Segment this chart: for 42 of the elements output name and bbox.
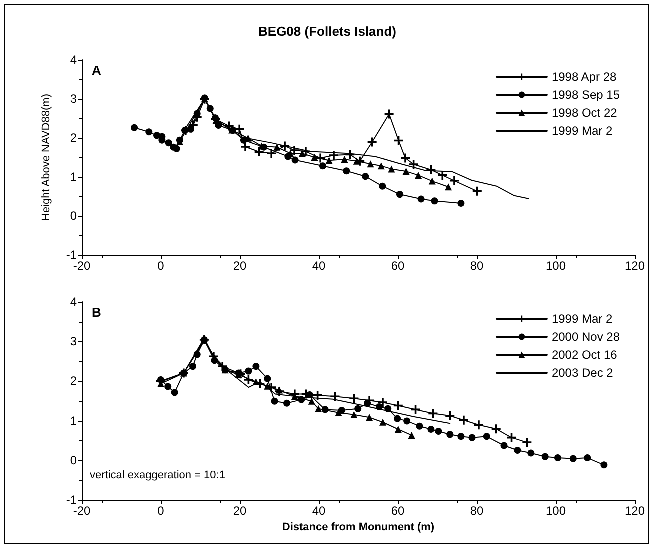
x-tick-label: 40 — [312, 259, 326, 273]
annotation: B — [92, 305, 102, 320]
y-tick-label: 0 — [70, 209, 78, 223]
legend-label: 2003 Dec 2 — [552, 366, 614, 380]
y-tick-label: 3 — [70, 334, 78, 349]
legend-label: 2000 Nov 28 — [552, 330, 620, 344]
y-tick-label: 0 — [70, 453, 78, 468]
x-tick-label: 60 — [391, 259, 405, 273]
x-tick-label: 100 — [546, 504, 566, 518]
x-tick-label: 20 — [233, 259, 247, 273]
x-tick-label: 40 — [312, 504, 326, 518]
x-tick-label: 60 — [391, 504, 405, 518]
legend-label: 1999 Mar 2 — [552, 312, 613, 326]
x-tick-label: 80 — [470, 504, 484, 518]
y-tick-label: -1 — [66, 248, 78, 262]
y-tick-label: 2 — [70, 374, 78, 388]
legend-label: 1998 Apr 28 — [552, 70, 617, 84]
x-tick-label: 120 — [624, 259, 646, 273]
legend-label: 1998 Sep 15 — [552, 88, 620, 102]
x-tick-label: 100 — [546, 259, 566, 273]
y-tick-label: 2 — [70, 131, 78, 145]
legend-label: 1999 Mar 2 — [552, 124, 613, 138]
chart-title: BEG08 (Follets Island) — [258, 24, 396, 39]
x-tick-label: 0 — [158, 504, 165, 518]
legend-label: 1998 Oct 22 — [552, 106, 618, 120]
x-tick-label: 80 — [470, 259, 484, 273]
y-axis-title: Height Above NAVD88(m) — [40, 94, 52, 221]
x-tick-label: -20 — [73, 504, 91, 518]
x-tick-label: 20 — [233, 504, 247, 518]
y-tick-label: 1 — [70, 414, 78, 428]
x-tick-label: -20 — [73, 259, 91, 273]
annotation: A — [92, 63, 102, 78]
y-tick-label: 4 — [70, 53, 78, 67]
x-axis-title: Distance from Monument (m) — [282, 521, 435, 534]
annotation: vertical exaggeration = 10:1 — [90, 470, 226, 482]
x-tick-label: 120 — [624, 504, 646, 518]
y-tick-label: 4 — [70, 295, 78, 309]
y-tick-label: -1 — [66, 493, 78, 507]
x-tick-label: 0 — [158, 259, 165, 273]
y-tick-label: 1 — [70, 170, 78, 184]
legend-label: 2002 Oct 16 — [552, 348, 618, 362]
y-tick-label: 3 — [70, 92, 78, 106]
